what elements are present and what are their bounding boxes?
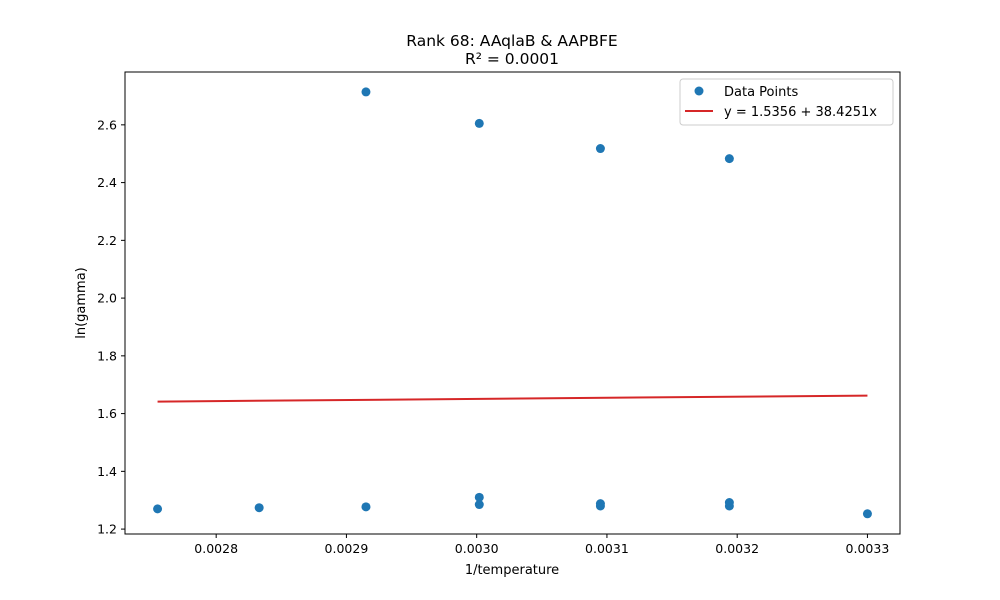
data-points-group [153, 87, 872, 519]
x-tick-label: 0.0031 [585, 541, 629, 556]
data-point [254, 503, 264, 513]
x-tick-label: 0.0032 [715, 541, 759, 556]
data-point [474, 500, 484, 510]
x-tick-label: 0.0033 [846, 541, 890, 556]
axes-frame [124, 71, 901, 535]
y-axis: 1.2 1.4 1.6 1.8 2.0 2.2 2.4 2.6 [97, 117, 125, 537]
legend-label-data-points: Data Points [724, 85, 798, 100]
x-axis-label: 1/temperature [465, 563, 559, 578]
data-point [724, 498, 734, 508]
plot-area [124, 71, 901, 535]
data-point [862, 509, 872, 519]
y-tick-label: 1.2 [97, 522, 117, 537]
x-tick-label: 0.0030 [455, 541, 499, 556]
x-tick-label: 0.0028 [194, 541, 238, 556]
legend-marker-data-points [694, 86, 704, 96]
x-axis: 0.0028 0.0029 0.0030 0.0031 0.0032 0.0033 [194, 534, 889, 556]
y-tick-label: 2.6 [97, 117, 117, 132]
y-tick-label: 2.4 [97, 175, 117, 190]
y-tick-label: 2.0 [97, 291, 117, 306]
fit-line-group [157, 394, 868, 403]
y-tick-label: 2.2 [97, 233, 117, 248]
fit-line [157, 394, 868, 403]
data-point [595, 144, 605, 154]
data-point [361, 87, 371, 97]
y-tick-label: 1.4 [97, 464, 117, 479]
legend-label-fit: y = 1.5356 + 38.4251x [724, 105, 877, 120]
y-tick-label: 1.8 [97, 348, 117, 363]
legend: Data Points y = 1.5356 + 38.4251x [679, 78, 894, 126]
y-tick-label: 1.6 [97, 406, 117, 421]
data-point [595, 499, 605, 509]
y-axis-label: ln(gamma) [74, 267, 89, 339]
legend-box [679, 78, 894, 126]
data-point [474, 118, 484, 128]
x-tick-label: 0.0029 [325, 541, 369, 556]
chart-title: Rank 68: AAqlaB & AAPBFE [406, 32, 617, 50]
chart-subtitle: R² = 0.0001 [465, 50, 559, 68]
data-point [361, 502, 371, 512]
data-point [474, 492, 484, 502]
data-point [724, 154, 734, 164]
data-point [153, 504, 163, 514]
